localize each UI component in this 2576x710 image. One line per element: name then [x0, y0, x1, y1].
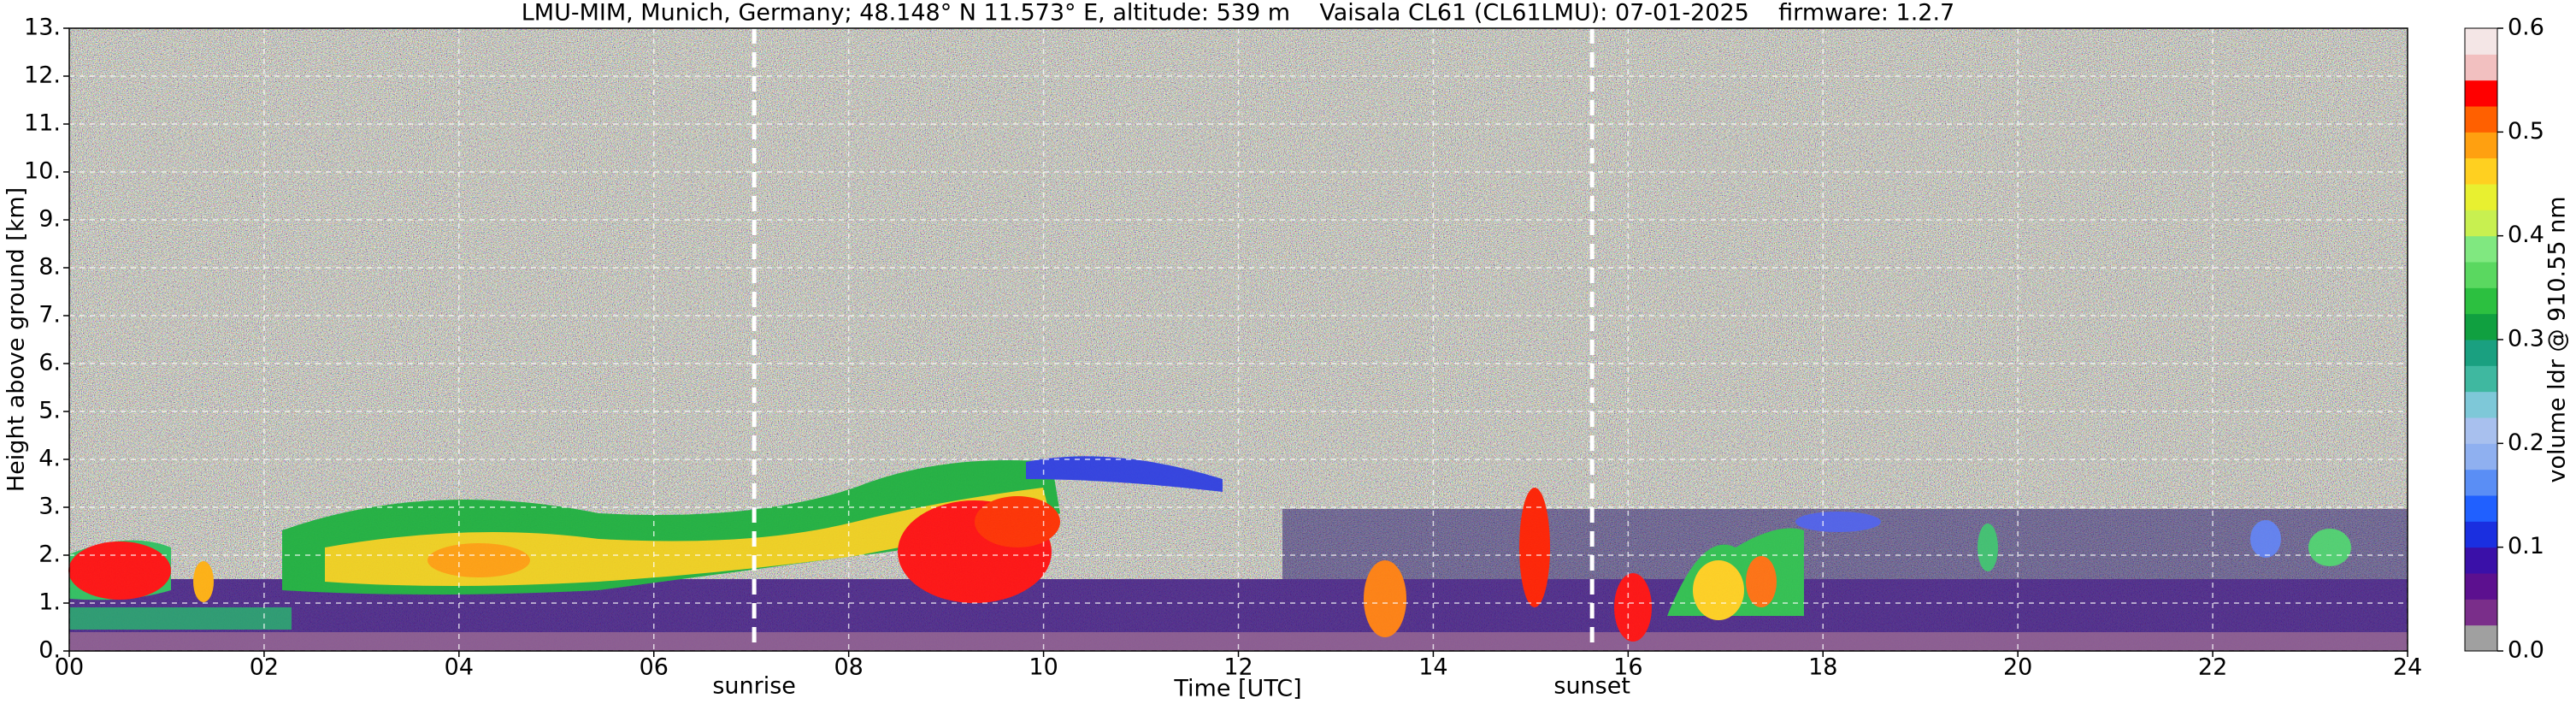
colorbar-band — [2465, 599, 2497, 626]
colorbar-band — [2465, 469, 2497, 496]
colorbar-band — [2465, 313, 2497, 340]
colorbar-band — [2465, 262, 2497, 288]
colorbar-band — [2465, 28, 2497, 55]
colorbar-tick-label: 0.1 — [2508, 533, 2544, 559]
annotation-label: sunrise — [712, 673, 796, 700]
colorbar-tick-label: 0.5 — [2508, 118, 2544, 145]
x-tick-label: 02 — [250, 654, 279, 681]
y-tick-label: 4. — [38, 446, 61, 472]
colorbar-band — [2465, 132, 2497, 159]
y-tick-label: 12. — [24, 62, 61, 89]
x-tick-label: 14 — [1418, 654, 1447, 681]
colorbar-band — [2465, 184, 2497, 210]
y-tick-label: 3. — [38, 494, 61, 520]
x-tick-label: 00 — [55, 654, 84, 681]
y-tick-label: 9. — [38, 206, 61, 233]
x-tick-label: 22 — [2198, 654, 2227, 681]
colorbar-band — [2465, 624, 2497, 652]
colorbar-band — [2465, 54, 2497, 81]
plot-frame — [68, 27, 2408, 652]
y-tick-label: 2. — [38, 541, 61, 568]
colorbar-band — [2465, 417, 2497, 444]
x-tick-label: 20 — [2003, 654, 2032, 681]
colorbar-band — [2465, 573, 2497, 600]
colorbar-band — [2465, 495, 2497, 522]
y-tick-label: 8. — [38, 254, 61, 281]
y-tick-label: 11. — [24, 110, 61, 137]
y-tick-label: 5. — [38, 398, 61, 424]
x-tick-label: 16 — [1613, 654, 1642, 681]
y-tick-label: 1. — [38, 589, 61, 616]
y-tick-label: 7. — [38, 302, 61, 328]
colorbar-band — [2465, 521, 2497, 548]
colorbar-band — [2465, 235, 2497, 263]
colorbar-tick-label: 0.0 — [2508, 637, 2544, 664]
x-tick-label: 08 — [834, 654, 863, 681]
annotation-label: sunset — [1553, 673, 1630, 700]
colorbar-tick-label: 0.4 — [2508, 222, 2544, 248]
x-tick-label: 10 — [1029, 654, 1058, 681]
colorbar-band — [2465, 443, 2497, 470]
colorbar-tick-label: 0.3 — [2508, 326, 2544, 352]
x-tick-label: 24 — [2393, 654, 2422, 681]
colorbar: 0.0 0.1 0.2 0.3 0.4 0.5 0.6 — [2464, 15, 2544, 664]
colorbar-tick-label: 0.2 — [2508, 429, 2544, 456]
colorbar-band — [2465, 157, 2497, 185]
colorbar-label: volume ldr @ 910.55 nm — [2544, 197, 2571, 483]
y-tick-label: 6. — [38, 350, 61, 376]
colorbar-band — [2465, 391, 2497, 418]
x-tick-label: 18 — [1808, 654, 1837, 681]
colorbar-band — [2465, 547, 2497, 574]
colorbar-tick-label: 0.6 — [2508, 15, 2544, 41]
x-tick-label: 06 — [640, 654, 669, 681]
y-tick-label: 0. — [38, 637, 61, 664]
x-tick-label: 04 — [445, 654, 474, 681]
y-tick-label: 13. — [24, 15, 61, 41]
y-tick-label: 10. — [24, 158, 61, 185]
colorbar-band — [2465, 80, 2497, 107]
y-axis-label: Height above ground [km] — [3, 187, 30, 492]
x-tick-label: 12 — [1223, 654, 1253, 681]
x-axis-label: Time [UTC] — [1173, 676, 1301, 702]
colorbar-band — [2465, 287, 2497, 315]
colorbar-band — [2465, 365, 2497, 393]
colorbar-band — [2465, 210, 2497, 237]
colorbar-band — [2465, 340, 2497, 366]
chart-title: LMU-MIM, Munich, Germany; 48.148° N 11.5… — [522, 0, 1955, 27]
axes: 00 02 04 06 08 10 12 14 16 18 20 22 24 0. 1. 2. 3. 4. 5. 6.… — [24, 15, 2422, 700]
colorbar-band — [2465, 106, 2497, 133]
